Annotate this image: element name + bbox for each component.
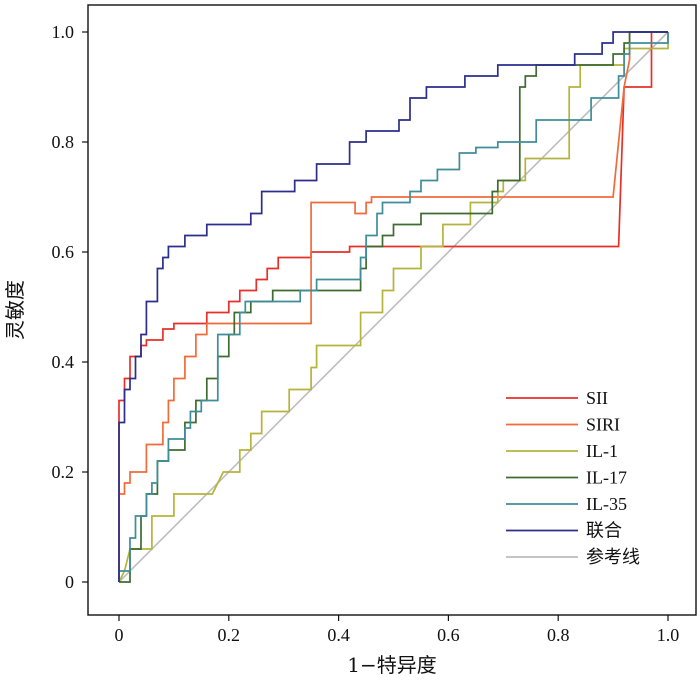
legend-label: IL-1 xyxy=(586,441,618,461)
legend-label: SIRI xyxy=(586,415,620,435)
y-tick-label: 0.8 xyxy=(52,132,75,152)
legend-label: IL-17 xyxy=(586,468,627,488)
legend-label: 联合 xyxy=(586,521,622,541)
legend-label: 参考线 xyxy=(586,547,640,567)
legend-label: SII xyxy=(586,388,608,408)
x-tick-label: 0.2 xyxy=(218,625,241,645)
series-line-1 xyxy=(118,31,668,582)
x-axis: 0 0.2 0.4 0.6 0.8 1.0 xyxy=(115,615,680,645)
x-axis-label: 1−特异度 xyxy=(347,653,436,677)
y-tick-label: 0.2 xyxy=(52,462,75,482)
y-axis-label: 灵敏度 xyxy=(3,280,27,340)
legend-label: IL-35 xyxy=(586,494,627,514)
series-line-2 xyxy=(118,32,669,583)
series-line-4 xyxy=(118,32,669,582)
y-axis: 0 0.2 0.4 0.6 0.8 1.0 xyxy=(52,22,88,592)
x-tick-label: 0.4 xyxy=(327,625,350,645)
x-tick-label: 1.0 xyxy=(657,625,680,645)
series-line-5 xyxy=(118,31,668,582)
x-tick-label: 0.6 xyxy=(437,625,460,645)
y-tick-label: 0 xyxy=(65,572,74,592)
plot-frame xyxy=(87,4,697,616)
series-layer xyxy=(118,31,669,583)
x-tick-label: 0 xyxy=(115,625,124,645)
x-tick-label: 0.8 xyxy=(547,625,570,645)
y-tick-label: 1.0 xyxy=(52,22,75,42)
y-tick-label: 0.6 xyxy=(52,242,75,262)
y-tick-label: 0.4 xyxy=(52,352,75,372)
series-line-6 xyxy=(118,31,669,583)
